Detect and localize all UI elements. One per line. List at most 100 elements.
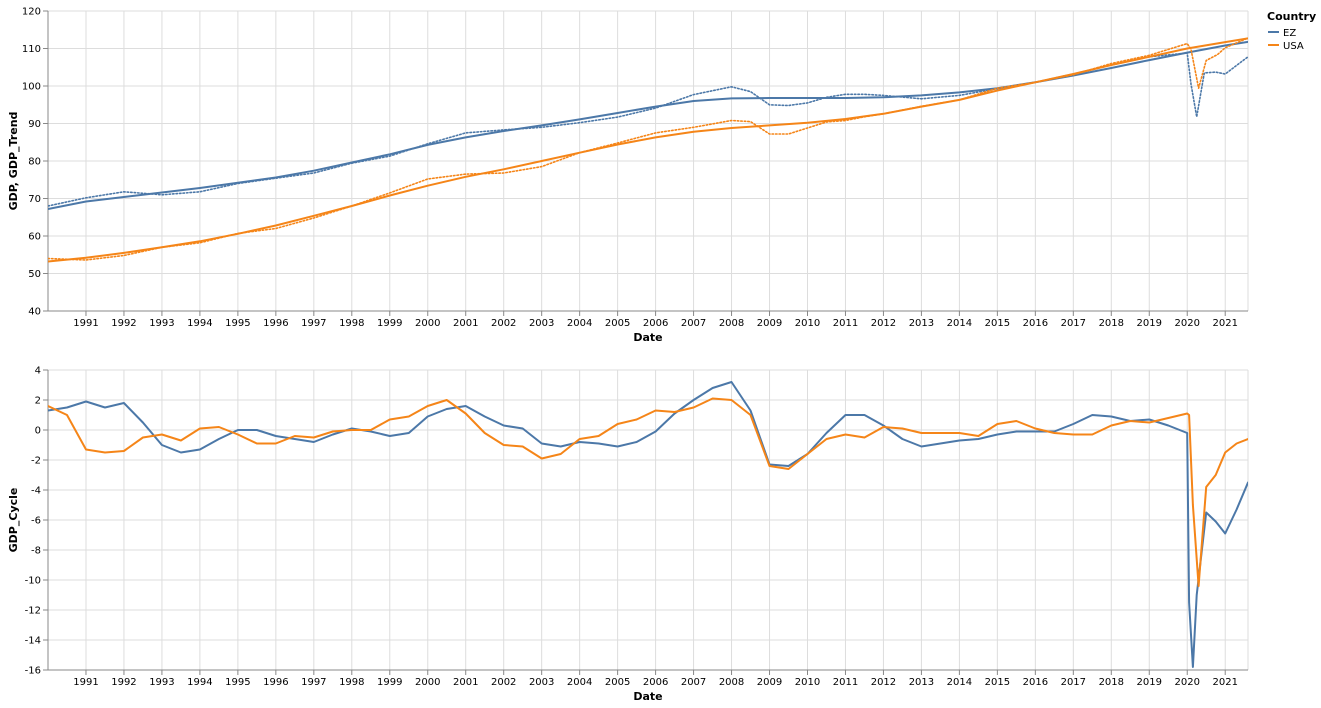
trend-line-usa-solid [48,37,1248,263]
cycle-xtick-label: 2017 [1061,677,1086,688]
cycle-xtick-label: 2014 [947,677,972,688]
trend-xtick-label: 1997 [301,318,326,329]
cycle-xtick-label: 2020 [1175,677,1200,688]
cycle-xtick-label: 1992 [111,677,136,688]
cycle-line-usa [48,397,1248,587]
cycle-xtick-label: 2021 [1212,677,1237,688]
cycle-xtick-label: 2013 [909,677,934,688]
cycle-xtick-label: 2016 [1023,677,1048,688]
trend-xtick-label: 2010 [795,318,820,329]
trend-xtick-label: 2014 [947,318,972,329]
legend-title: Country [1267,10,1316,23]
cycle-xtick-label: 2003 [529,677,554,688]
trend-xtick-label: 1996 [263,318,288,329]
cycle-ytick-label: -14 [25,636,41,647]
trend-ytick-label: 40 [28,307,41,318]
cycle-xtick-label: 2011 [833,677,858,688]
cycle-ytick-label: -6 [31,516,41,527]
trend-xtick-label: 2007 [681,318,706,329]
cycle-y-axis-title: GDP_Cycle [7,488,20,553]
trend-xtick-label: 2009 [757,318,782,329]
cycle-xtick-label: 2000 [415,677,440,688]
trend-xtick-label: 1992 [111,318,136,329]
cycle-xtick-label: 2018 [1099,677,1124,688]
cycle-xtick-label: 2008 [719,677,744,688]
trend-line-ez-solid [48,40,1248,210]
trend-xtick-label: 2002 [491,318,516,329]
trend-ytick-label: 100 [22,82,41,93]
cycle-xtick-label: 1998 [339,677,364,688]
trend-xtick-label: 1995 [225,318,250,329]
trend-y-axis-title: GDP, GDP_Trend [7,112,20,211]
trend-xtick-label: 1994 [187,318,212,329]
trend-xtick-label: 2016 [1023,318,1048,329]
trend-ytick-label: 70 [28,194,41,205]
cycle-ytick-label: 0 [35,426,41,437]
trend-xtick-label: 2004 [567,318,592,329]
trend-ytick-label: 90 [28,119,41,130]
trend-xtick-label: 2019 [1137,318,1162,329]
trend-xtick-label: 2015 [985,318,1010,329]
cycle-ytick-label: -10 [25,576,41,587]
cycle-xtick-label: 2019 [1137,677,1162,688]
cycle-xtick-label: 1995 [225,677,250,688]
trend-xtick-label: 2021 [1212,318,1237,329]
cycle-ytick-label: -2 [31,456,41,467]
trend-xtick-label: 2006 [643,318,668,329]
trend-series-group [48,37,1248,263]
cycle-xtick-label: 2009 [757,677,782,688]
trend-line-ez-dotted [48,52,1248,207]
trend-ytick-label: 80 [28,157,41,168]
trend-xtick-label: 2001 [453,318,478,329]
cycle-xtick-label: 2005 [605,677,630,688]
cycle-xtick-label: 2004 [567,677,592,688]
trend-line-usa-dotted [48,37,1248,261]
cycle-x-axis-title: Date [633,690,662,703]
cycle-xtick-label: 1994 [187,677,212,688]
cycle-ytick-label: -12 [25,606,41,617]
trend-xtick-label: 1999 [377,318,402,329]
cycle-xtick-label: 1997 [301,677,326,688]
cycle-xtick-label: 1993 [149,677,174,688]
trend-ytick-label: 120 [22,7,41,18]
trend-xtick-label: 2012 [871,318,896,329]
cycle-ytick-label: 2 [35,396,41,407]
cycle-xtick-label: 2010 [795,677,820,688]
cycle-line-ez [48,381,1248,668]
cycle-xtick-label: 2002 [491,677,516,688]
trend-ytick-label: 50 [28,269,41,280]
legend-label-usa: USA [1283,41,1304,52]
trend-xtick-label: 2003 [529,318,554,329]
trend-ytick-label: 110 [22,44,41,55]
cycle-ytick-label: -8 [31,546,41,557]
cycle-xtick-label: 2006 [643,677,668,688]
gdp-cycle-panel: -16 -14 -12 -10 -8 -6 -4 -2 0 2 4 1991 1992 1993 1994 1… [7,366,1249,703]
trend-x-axis-title: Date [633,331,662,344]
cycle-xtick-label: 1991 [73,677,98,688]
trend-xtick-label: 2020 [1175,318,1200,329]
cycle-series-group [48,381,1248,668]
trend-ytick-label: 60 [28,232,41,243]
cycle-xtick-label: 2015 [985,677,1010,688]
cycle-ytick-label: -16 [25,666,41,677]
trend-xtick-label: 1998 [339,318,364,329]
trend-xtick-label: 2005 [605,318,630,329]
cycle-xtick-label: 2012 [871,677,896,688]
cycle-ytick-label: -4 [31,486,41,497]
trend-xtick-label: 2011 [833,318,858,329]
legend: Country EZ USA [1267,10,1316,52]
gdp-trend-panel: 40 50 60 70 80 90 100 110 120 1991 1992 1993 1994 199… [7,7,1249,344]
trend-xtick-label: 1991 [73,318,98,329]
cycle-xtick-label: 2001 [453,677,478,688]
trend-xtick-label: 2000 [415,318,440,329]
trend-xtick-label: 1993 [149,318,174,329]
cycle-ytick-label: 4 [35,366,41,377]
trend-xtick-label: 2018 [1099,318,1124,329]
cycle-xtick-label: 1996 [263,677,288,688]
cycle-xtick-label: 1999 [377,677,402,688]
legend-label-ez: EZ [1283,28,1296,39]
trend-xtick-label: 2013 [909,318,934,329]
trend-xtick-label: 2017 [1061,318,1086,329]
trend-xtick-label: 2008 [719,318,744,329]
